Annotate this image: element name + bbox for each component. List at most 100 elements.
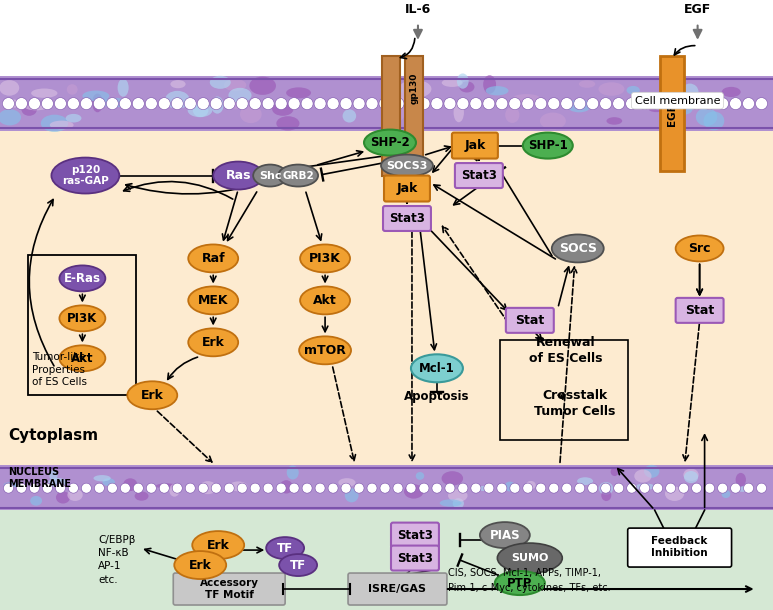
FancyBboxPatch shape: [455, 163, 503, 188]
Text: Raf: Raf: [202, 252, 225, 265]
Circle shape: [484, 483, 494, 493]
Circle shape: [198, 483, 208, 493]
Ellipse shape: [399, 82, 410, 101]
Ellipse shape: [170, 80, 186, 88]
Ellipse shape: [454, 102, 464, 122]
Text: SHP-1: SHP-1: [528, 139, 567, 152]
Circle shape: [755, 98, 768, 110]
Ellipse shape: [60, 306, 105, 331]
Text: GRB2: GRB2: [282, 171, 314, 181]
Ellipse shape: [123, 478, 138, 491]
Ellipse shape: [192, 531, 244, 559]
Ellipse shape: [56, 491, 70, 503]
Ellipse shape: [189, 328, 238, 356]
Circle shape: [237, 98, 248, 110]
Circle shape: [743, 98, 754, 110]
Ellipse shape: [411, 354, 463, 382]
Ellipse shape: [240, 106, 262, 123]
Text: Akt: Akt: [71, 352, 94, 365]
Circle shape: [224, 483, 234, 493]
Ellipse shape: [441, 79, 463, 87]
Text: Apoptosis: Apoptosis: [404, 390, 470, 403]
Text: Erk: Erk: [202, 336, 225, 349]
Ellipse shape: [448, 489, 468, 502]
Text: EGFR: EGFR: [666, 95, 676, 126]
Circle shape: [68, 483, 78, 493]
Ellipse shape: [635, 470, 652, 483]
Circle shape: [353, 98, 365, 110]
Circle shape: [276, 483, 286, 493]
Text: Accessory
TF Motif: Accessory TF Motif: [199, 578, 259, 600]
Ellipse shape: [703, 112, 724, 131]
Circle shape: [184, 98, 196, 110]
Circle shape: [458, 483, 468, 493]
Ellipse shape: [644, 465, 659, 478]
Ellipse shape: [676, 235, 724, 262]
Circle shape: [132, 98, 145, 110]
Circle shape: [730, 98, 741, 110]
Circle shape: [80, 98, 92, 110]
Circle shape: [510, 483, 519, 493]
Ellipse shape: [48, 478, 67, 487]
Circle shape: [431, 98, 443, 110]
Text: EGF: EGF: [684, 3, 711, 16]
Circle shape: [652, 483, 662, 493]
Ellipse shape: [188, 104, 213, 117]
Ellipse shape: [0, 80, 19, 96]
Ellipse shape: [540, 112, 566, 129]
Ellipse shape: [552, 234, 604, 262]
Ellipse shape: [300, 287, 350, 314]
Ellipse shape: [30, 496, 42, 506]
Text: MEK: MEK: [198, 294, 229, 307]
Ellipse shape: [128, 381, 177, 409]
Circle shape: [614, 483, 624, 493]
Ellipse shape: [513, 94, 540, 102]
Circle shape: [690, 98, 703, 110]
Text: Erk: Erk: [141, 389, 164, 402]
Circle shape: [445, 483, 455, 493]
Ellipse shape: [229, 481, 247, 491]
Ellipse shape: [506, 107, 519, 123]
Ellipse shape: [485, 86, 509, 95]
Ellipse shape: [41, 115, 68, 132]
Circle shape: [562, 483, 572, 493]
Ellipse shape: [599, 482, 613, 495]
FancyBboxPatch shape: [506, 308, 553, 333]
Ellipse shape: [2, 99, 19, 108]
Ellipse shape: [635, 484, 655, 490]
Circle shape: [522, 98, 534, 110]
Text: PI3K: PI3K: [309, 252, 341, 265]
FancyBboxPatch shape: [173, 573, 285, 605]
Text: Shc: Shc: [259, 171, 281, 181]
Ellipse shape: [250, 77, 276, 95]
Text: Stat3: Stat3: [397, 551, 433, 565]
Circle shape: [574, 98, 586, 110]
Ellipse shape: [598, 82, 625, 96]
Circle shape: [523, 483, 533, 493]
Ellipse shape: [174, 551, 226, 579]
Circle shape: [535, 98, 547, 110]
Ellipse shape: [31, 88, 57, 98]
Circle shape: [470, 98, 482, 110]
Circle shape: [717, 483, 727, 493]
Ellipse shape: [211, 96, 223, 113]
FancyBboxPatch shape: [383, 206, 431, 231]
Circle shape: [314, 98, 326, 110]
Ellipse shape: [254, 165, 287, 187]
Circle shape: [121, 483, 131, 493]
Ellipse shape: [226, 99, 243, 109]
Circle shape: [146, 483, 156, 493]
Circle shape: [548, 98, 560, 110]
Circle shape: [145, 98, 157, 110]
Circle shape: [158, 98, 170, 110]
Ellipse shape: [60, 265, 105, 292]
Text: Erk: Erk: [189, 559, 212, 572]
Circle shape: [210, 98, 222, 110]
Ellipse shape: [26, 104, 47, 110]
Text: Cell membrane: Cell membrane: [635, 96, 720, 106]
Circle shape: [638, 98, 651, 110]
Text: Stat3: Stat3: [397, 529, 433, 542]
Circle shape: [432, 483, 442, 493]
Circle shape: [509, 98, 521, 110]
Ellipse shape: [477, 486, 491, 491]
